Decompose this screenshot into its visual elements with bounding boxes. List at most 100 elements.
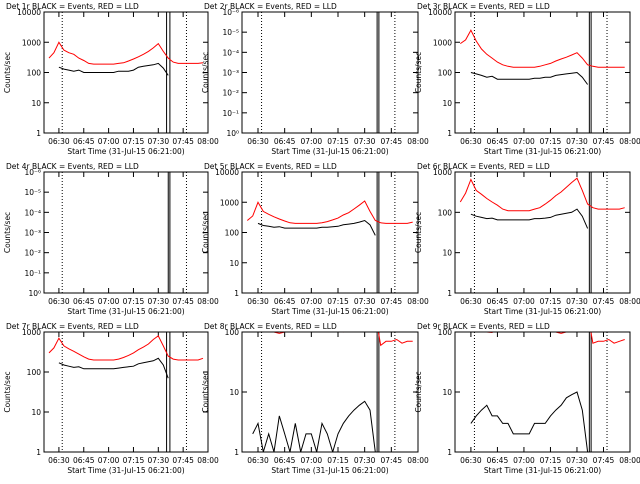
x-tick-label: 08:00 — [197, 456, 219, 465]
x-tick-label: 08:00 — [619, 137, 640, 146]
y-tick-label: 1 — [447, 448, 452, 457]
y-tick-label: 10 — [229, 388, 239, 397]
series-line — [470, 391, 589, 452]
plot-area — [261, 12, 396, 133]
x-tick-label: 06:30 — [48, 456, 70, 465]
y-tick-label: 100 — [438, 328, 453, 337]
y-tick-label: 100 — [27, 69, 42, 78]
panel: Det 4r BLACK = Events, RED = LLD Start Ti… — [3, 162, 219, 316]
x-axis-label: Start Time (31-Jul-15 06:21:00) — [484, 307, 601, 316]
series-line — [246, 200, 413, 224]
y-tick-label: 10⁻⁴ — [222, 48, 239, 57]
y-tick-label: 10⁻² — [222, 89, 239, 98]
axes-frame — [241, 171, 419, 294]
x-tick-label: 08:00 — [407, 456, 429, 465]
y-tick-label: 100 — [438, 208, 453, 217]
y-tick-label: 10 — [31, 99, 41, 108]
panel: Det 5r BLACK = Events, RED = LLD Start Ti… — [201, 162, 429, 316]
axes-frame — [241, 11, 419, 134]
y-axis-label: Counts/sec — [3, 52, 12, 93]
panel-title: Det 6r BLACK = Events, RED = LLD — [417, 162, 550, 171]
y-tick-label: 10⁰ — [28, 289, 41, 298]
y-tick-label: 1 — [234, 289, 239, 298]
x-tick-label: 07:15 — [540, 297, 562, 306]
y-axis-label: Counts/sec — [201, 212, 210, 253]
y-tick-label: 1000 — [22, 328, 41, 337]
panel-title: Det 9r BLACK = Events, RED = LLD — [417, 322, 550, 331]
y-tick-label: 10⁻¹ — [24, 269, 41, 278]
y-tick-label: 10⁰ — [226, 129, 239, 138]
panel-title: Det 8r BLACK = Events, RED = LLD — [204, 322, 337, 331]
y-tick-label: 10⁻¹ — [222, 109, 239, 118]
x-tick-label: 07:00 — [513, 137, 535, 146]
y-tick-label: 10⁻² — [24, 249, 41, 258]
x-tick-label: 07:15 — [123, 137, 145, 146]
panel-title: Det 5r BLACK = Events, RED = LLD — [204, 162, 337, 171]
x-tick-label: 07:30 — [354, 297, 376, 306]
x-tick-label: 06:45 — [73, 297, 95, 306]
x-tick-label: 08:00 — [407, 137, 429, 146]
plot-area — [252, 332, 413, 452]
x-tick-label: 06:30 — [48, 137, 70, 146]
x-tick-label: 07:45 — [593, 137, 615, 146]
axes-frame — [43, 331, 209, 453]
series-line — [48, 335, 204, 361]
axes-frame — [43, 171, 209, 294]
y-tick-label: 10 — [442, 388, 452, 397]
x-axis-label: Start Time (31-Jul-15 06:21:00) — [271, 307, 388, 316]
x-tick-label: 07:00 — [513, 297, 535, 306]
y-tick-label: 10⁻⁴ — [24, 208, 41, 217]
x-tick-label: 07:00 — [98, 456, 120, 465]
panel: Det 9r BLACK = Events, RED = LLD Start Ti… — [414, 322, 640, 475]
x-tick-label: 06:30 — [460, 297, 482, 306]
x-tick-label: 06:30 — [247, 297, 269, 306]
panel-title: Det 1r BLACK = Events, RED = LLD — [6, 2, 139, 11]
x-tick-label: 07:45 — [172, 297, 194, 306]
plot-area — [246, 172, 413, 293]
x-tick-label: 07:00 — [98, 137, 120, 146]
x-tick-label: 07:15 — [540, 137, 562, 146]
y-tick-label: 10⁻⁵ — [222, 28, 239, 37]
x-tick-label: 07:00 — [301, 297, 323, 306]
x-tick-label: 07:00 — [513, 456, 535, 465]
x-tick-label: 07:00 — [301, 456, 323, 465]
y-axis-label: Counts/sec — [3, 212, 12, 253]
x-tick-label: 06:45 — [274, 137, 296, 146]
x-tick-label: 07:30 — [566, 137, 588, 146]
x-tick-label: 07:30 — [147, 297, 169, 306]
x-axis-label: Start Time (31-Jul-15 06:21:00) — [67, 147, 184, 156]
x-axis-label: Start Time (31-Jul-15 06:21:00) — [484, 147, 601, 156]
x-tick-label: 07:45 — [381, 456, 403, 465]
x-tick-label: 07:45 — [593, 297, 615, 306]
x-tick-label: 07:15 — [327, 456, 349, 465]
y-axis-label: Counts/sec — [201, 371, 210, 412]
x-axis-label: Start Time (31-Jul-15 06:21:00) — [271, 466, 388, 475]
panel: Det 3r BLACK = Events, RED = LLD Start Ti… — [414, 2, 640, 156]
x-tick-label: 06:30 — [460, 137, 482, 146]
x-tick-label: 06:45 — [73, 137, 95, 146]
x-axis-label: Start Time (31-Jul-15 06:21:00) — [67, 307, 184, 316]
x-tick-label: 07:30 — [147, 456, 169, 465]
x-axis-label: Start Time (31-Jul-15 06:21:00) — [484, 466, 601, 475]
y-tick-label: 10000 — [17, 8, 41, 17]
y-tick-label: 1 — [234, 448, 239, 457]
y-tick-label: 1000 — [220, 198, 239, 207]
series-line — [58, 357, 169, 379]
x-tick-label: 07:30 — [354, 137, 376, 146]
y-tick-label: 10⁻³ — [24, 229, 41, 238]
x-tick-label: 07:15 — [327, 297, 349, 306]
panel: Det 1r BLACK = Events, RED = LLD Start Ti… — [3, 2, 219, 156]
y-tick-label: 10 — [442, 249, 452, 258]
x-tick-label: 07:30 — [354, 456, 376, 465]
y-tick-label: 10⁻⁶ — [222, 8, 239, 17]
x-tick-label: 08:00 — [197, 297, 219, 306]
y-tick-label: 1000 — [433, 168, 452, 177]
x-tick-label: 08:00 — [619, 456, 640, 465]
y-tick-label: 10 — [442, 99, 452, 108]
x-tick-label: 06:30 — [247, 456, 269, 465]
series-line — [470, 71, 589, 85]
y-tick-label: 1 — [447, 129, 452, 138]
panel-title: Det 4r BLACK = Events, RED = LLD — [6, 162, 139, 171]
x-tick-label: 06:45 — [274, 456, 296, 465]
axes-frame — [43, 11, 209, 134]
